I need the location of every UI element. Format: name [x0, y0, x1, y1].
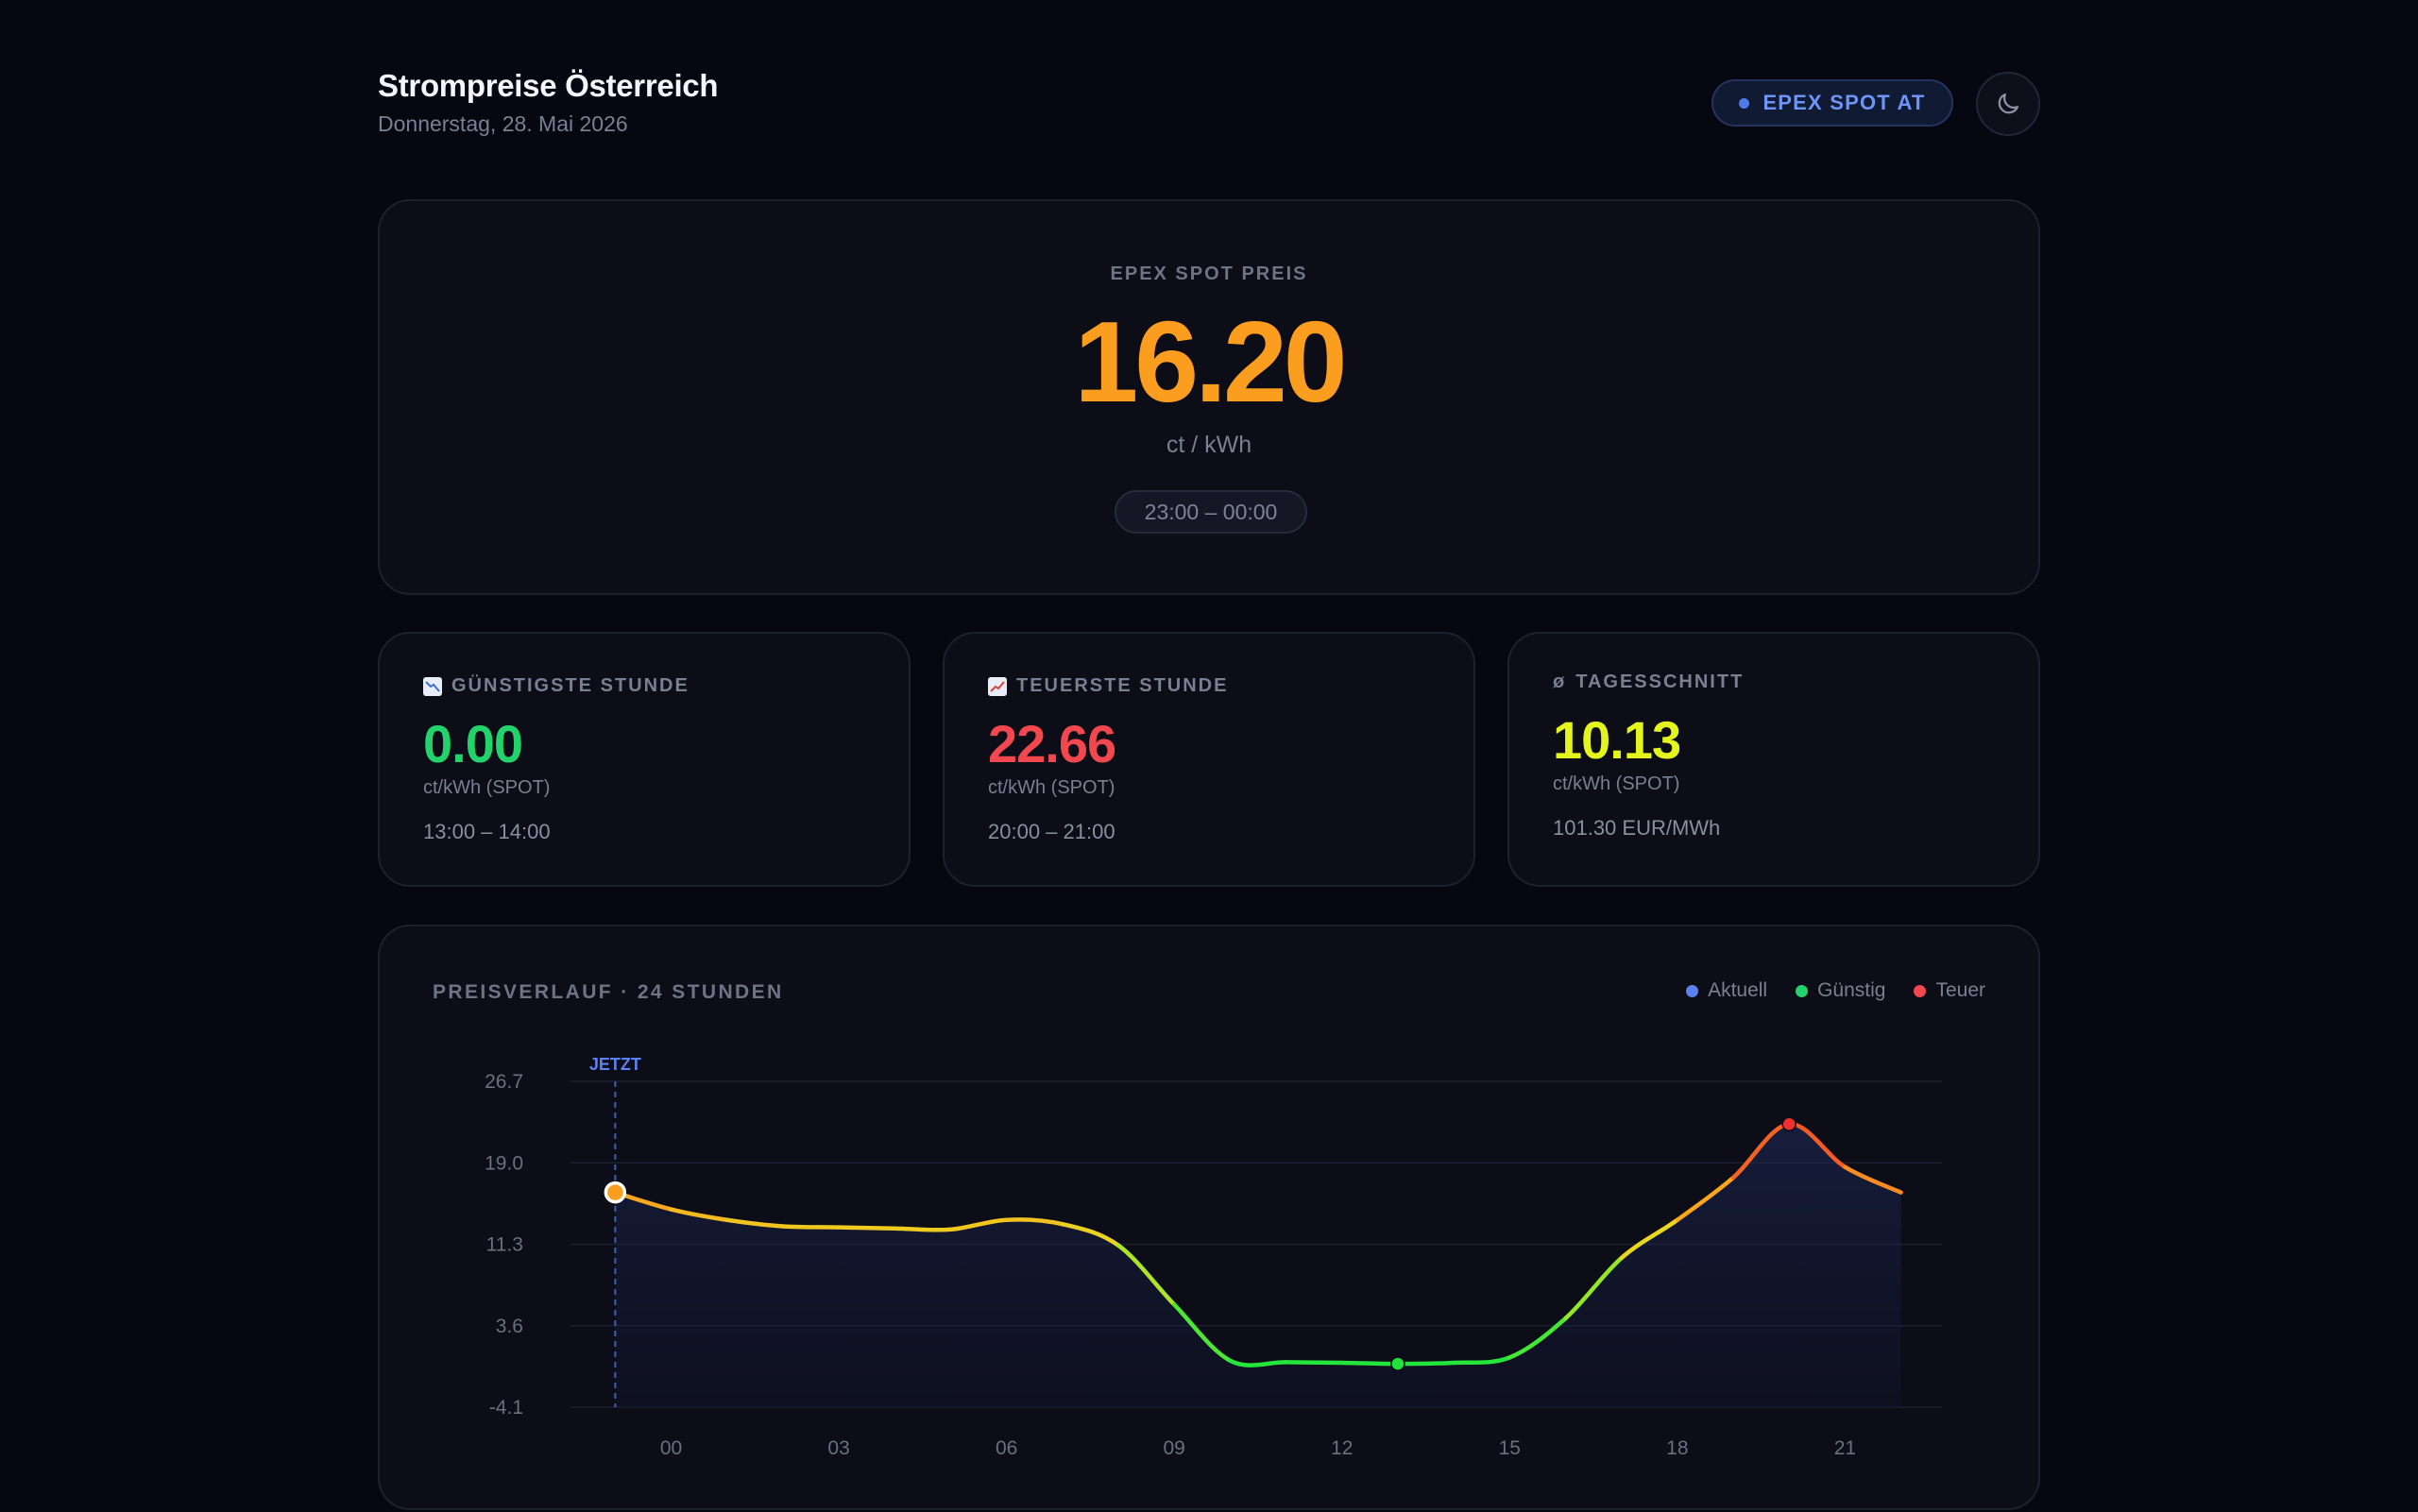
header: Strompreise Österreich Donnerstag, 28. M… — [378, 68, 2040, 144]
x-tick-label: 06 — [996, 1437, 1017, 1459]
price-area — [615, 1124, 1901, 1407]
price-line-segment — [1563, 1255, 1624, 1321]
current-price-value: 16.20 — [1074, 297, 1347, 426]
x-tick-label: 03 — [827, 1437, 849, 1459]
price-line-segment — [1675, 1175, 1736, 1222]
legend-label-expensive: Teuer — [1935, 979, 1985, 1001]
price-line-segment — [724, 1217, 786, 1229]
legend-dot-cheap — [1796, 984, 1809, 997]
current-date: Donnerstag, 28. Mai 2026 — [378, 111, 628, 136]
chart-title: PREISVERLAUF · 24 STUNDEN — [433, 981, 784, 1003]
price-line-segment — [780, 1224, 842, 1230]
expensive-hour-unit: ct/kWh (SPOT) — [988, 777, 1115, 798]
current-price-label: EPEX SPOT PREIS — [1110, 263, 1308, 284]
x-tick-label: 21 — [1834, 1437, 1856, 1459]
now-label: JETZT — [589, 1055, 641, 1074]
x-tick-label: 00 — [660, 1437, 682, 1459]
price-line-segment — [1843, 1164, 1903, 1195]
min-price-point — [1390, 1356, 1405, 1371]
most-expensive-hour-card: TEUERSTE STUNDE 22.66 ct/kWh (SPOT) 20:0… — [943, 632, 1475, 887]
expensive-hour-value: 22.66 — [988, 714, 1116, 773]
price-line-segment — [836, 1225, 897, 1231]
cheapest-hour-value: 0.00 — [423, 714, 523, 773]
expensive-hour-label-row: TEUERSTE STUNDE — [988, 675, 1228, 697]
price-line-segment — [1284, 1360, 1344, 1366]
theme-toggle-button[interactable] — [1976, 72, 2040, 136]
moon-icon — [1998, 93, 2019, 114]
cheapest-hour-time: 13:00 – 14:00 — [423, 820, 551, 843]
legend-label-cheap: Günstig — [1817, 979, 1886, 1001]
price-line-segment — [893, 1226, 953, 1232]
legend-label-current: Aktuell — [1708, 979, 1768, 1001]
daily-average-label-row: ø TAGESSCHNITT — [1553, 671, 1744, 693]
legend-item-current: Aktuell — [1686, 979, 1767, 1002]
status-dot-icon — [1739, 97, 1750, 109]
price-line-segment — [1115, 1243, 1177, 1307]
y-tick-label: 3.6 — [496, 1316, 523, 1337]
legend-dot-current — [1686, 984, 1699, 997]
price-line-segment — [948, 1217, 1009, 1232]
daily-average-unit: ct/kWh (SPOT) — [1553, 773, 1680, 794]
cheapest-hour-card: GÜNSTIGSTE STUNDE 0.00 ct/kWh (SPOT) 13:… — [378, 632, 911, 887]
price-line-segment — [1395, 1360, 1456, 1367]
expensive-hour-label: TEUERSTE STUNDE — [1016, 675, 1229, 696]
price-line-segment — [1339, 1360, 1401, 1367]
average-symbol-icon: ø — [1553, 671, 1567, 692]
price-line-segment — [669, 1207, 729, 1222]
x-tick-label: 09 — [1164, 1437, 1185, 1459]
price-chart-card: PREISVERLAUF · 24 STUNDEN Aktuell Günsti… — [378, 925, 2040, 1510]
x-tick-label: 15 — [1499, 1437, 1521, 1459]
daily-average-mwh: 101.30 EUR/MWh — [1553, 816, 1721, 840]
x-tick-label: 18 — [1666, 1437, 1688, 1459]
cheapest-hour-label-row: GÜNSTIGSTE STUNDE — [423, 675, 690, 697]
legend-item-expensive: Teuer — [1914, 979, 1985, 1002]
y-tick-label: 11.3 — [486, 1234, 523, 1256]
max-price-point — [1781, 1116, 1796, 1132]
legend-item-cheap: Günstig — [1796, 979, 1885, 1002]
source-badge-label: EPEX SPOT AT — [1762, 91, 1926, 114]
source-badge[interactable]: EPEX SPOT AT — [1711, 79, 1953, 127]
cheapest-hour-unit: ct/kWh (SPOT) — [423, 777, 551, 798]
price-line-segment — [1507, 1316, 1568, 1360]
price-line-segment — [1171, 1302, 1233, 1363]
current-price-unit: ct / kWh — [1166, 432, 1252, 458]
expensive-hour-time: 20:00 – 21:00 — [988, 820, 1115, 843]
price-line-segment — [1619, 1217, 1680, 1261]
daily-average-card: ø TAGESSCHNITT 10.13 ct/kWh (SPOT) 101.3… — [1507, 632, 2040, 887]
legend-dot-expensive — [1914, 984, 1927, 997]
y-tick-label: 26.7 — [485, 1071, 523, 1093]
cheapest-hour-label: GÜNSTIGSTE STUNDE — [451, 675, 690, 696]
chart-increasing-icon — [988, 676, 1007, 696]
x-tick-label: 12 — [1331, 1437, 1353, 1459]
current-price-point — [604, 1181, 627, 1204]
price-line-segment — [1228, 1358, 1288, 1368]
y-tick-label: -4.1 — [489, 1397, 523, 1419]
price-line-segment — [1004, 1217, 1065, 1227]
daily-average-label: TAGESSCHNITT — [1575, 671, 1745, 692]
price-line-segment — [1451, 1355, 1512, 1366]
price-line-segment — [1060, 1221, 1121, 1248]
current-time-range: 23:00 – 00:00 — [1115, 490, 1307, 534]
chart-decreasing-icon — [423, 676, 442, 696]
y-tick-label: 19.0 — [485, 1152, 523, 1174]
price-line-chart[interactable]: 26.7 19.0 11.3 3.6 -4.1 00 03 06 09 12 15 18 21 JETZT — [380, 926, 2042, 1512]
page: Strompreise Österreich Donnerstag, 28. M… — [378, 0, 2040, 1510]
daily-average-value: 10.13 — [1553, 710, 1681, 770]
current-price-card: EPEX SPOT PREIS 16.20 ct / kWh 23:00 – 0… — [378, 199, 2040, 595]
chart-legend: Aktuell Günstig Teuer — [1686, 979, 1985, 1002]
page-title: Strompreise Österreich — [378, 68, 719, 103]
